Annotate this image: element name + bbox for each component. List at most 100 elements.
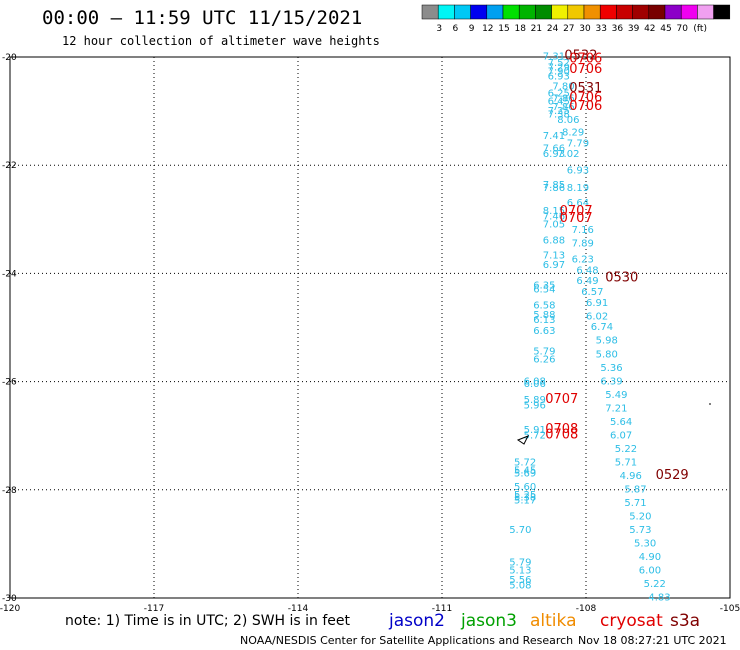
wave-height-label: 7.85 [543,180,565,191]
wave-height-label: 5.38 [514,493,536,504]
y-tick-label: -20 [2,53,17,63]
scale-swatch [454,4,471,20]
wave-height-label: 6.25 [548,88,570,99]
wave-height-label: 5.71 [624,498,646,509]
wave-height-label: 5.08 [509,580,531,591]
wave-height-label: 4.83 [648,593,670,604]
wave-height-label: 6.74 [591,322,613,333]
x-tick-label: -111 [432,604,452,614]
wave-height-label: 6.97 [543,260,565,271]
scale-label: 70 [676,24,688,34]
x-tick-label: -120 [0,604,20,614]
y-tick-label: -24 [2,269,17,279]
wave-height-label: 6.23 [572,255,594,266]
scale-label: 12 [482,24,493,34]
scale-swatch [470,4,488,20]
pass-time-label: 0708 [545,427,578,442]
scale-swatch [713,4,731,20]
x-tick-label: -117 [144,604,164,614]
wave-height-label: 7.38 [548,110,570,121]
wave-height-label: 8.29 [562,127,584,138]
wave-height-label: 7.29 [548,63,570,74]
scale-label: 24 [547,24,559,34]
pass-time-label: 0529 [656,468,689,483]
y-tick-label: -22 [2,161,17,171]
pass-time-label: 0706 [569,99,602,114]
y-tick-label: -28 [2,486,17,496]
scale-swatch [648,4,666,20]
timestamp-text: Nov 18 08:27:21 UTC 2021 [578,634,727,647]
scale-label: 30 [579,24,591,34]
wave-height-label: 7.21 [605,403,627,414]
wave-height-label: 7.90 [548,66,570,77]
wave-height-label: 8.06 [557,115,579,126]
wave-height-label: 5.87 [624,485,646,496]
wave-height-label: 7.02 [557,149,579,160]
wave-height-label: 5.96 [524,401,546,412]
wave-height-label: 7.80 [552,81,574,92]
scale-unit: (ft) [693,24,707,34]
wave-height-label: 5.22 [615,444,637,455]
wave-height-label: 7.16 [572,225,594,236]
scale-label: 3 [436,24,442,34]
wave-height-label: 6.93 [548,72,570,83]
scale-swatch [486,4,504,20]
scale-label: 45 [660,24,671,34]
y-tick-label: -26 [2,378,17,388]
wave-height-label: 6.57 [581,287,603,298]
wave-height-label: 7.66 [543,144,565,155]
y-tick-label: -30 [2,594,17,604]
pass-time-label: 0532 [564,49,597,64]
wave-height-label: 5.98 [596,336,618,347]
wave-height-label: 5.64 [610,417,632,428]
wave-height-label: 6.35 [533,281,555,292]
wave-height-label: 7.31 [543,52,565,63]
scale-swatch [421,4,439,20]
wave-height-label: 5.89 [524,395,546,406]
color-scale-legend: 3 6 9 12 15 18 21 24 27 30 33 36 39 42 45 70 (ft) [421,4,731,34]
plot-frame [9,56,731,599]
wave-height-label: 6.88 [543,236,565,247]
wave-height-label: 6.02 [586,311,608,322]
note-text: note: 1) Time is in UTC; 2) SWH is in fe… [65,613,351,629]
scale-label: 15 [498,24,509,34]
wave-height-label: 6.91 [586,298,608,309]
wave-height-label: 5.13 [509,566,531,577]
wave-height-label: 5.79 [509,558,531,569]
scale-swatch [664,4,682,20]
wave-height-label: 6.45 [548,97,570,108]
wave-height-label: 5.30 [634,539,656,550]
wave-height-label: 6.93 [567,165,589,176]
wave-height-label: 5.36 [600,363,622,374]
pass-time-label: 0707 [545,392,578,407]
wave-height-label: 7.86 [543,183,565,194]
pass-time-label: 0531 [569,81,602,96]
scale-swatch [551,4,569,20]
wind-arrow-icon [516,435,530,445]
wave-height-label: 5.71 [615,457,637,468]
wave-height-label: 6.26 [533,355,555,366]
wave-height-points: 7.317.527.297.906.937.806.257.866.457.86… [509,52,670,604]
scale-swatch [616,4,633,20]
wave-height-label: 7.41 [543,131,565,142]
satellite-legend-jason3: jason3 [460,611,517,631]
wave-height-label: 7.46 [543,211,565,222]
scale-swatch [583,4,601,20]
scale-swatch [697,4,714,20]
wave-height-label: 5.72 [524,430,546,441]
satellite-legend-altika: altika [530,611,577,631]
scale-swatch [502,4,520,20]
wave-height-label: 5.70 [509,525,531,536]
wave-height-label: 5.79 [533,347,555,358]
plot-grid [9,56,731,599]
wave-height-label: 6.08 [524,376,546,387]
wave-height-label: 4.96 [620,471,642,482]
wave-height-label: 6.54 [533,284,555,295]
scale-label: 9 [469,24,475,34]
wave-height-label: 6.64 [567,198,589,209]
scale-label: 33 [595,24,606,34]
x-tick-label: -105 [720,604,740,614]
scale-swatch [437,4,455,20]
chart-subtitle: 12 hour collection of altimeter wave hei… [62,34,380,48]
